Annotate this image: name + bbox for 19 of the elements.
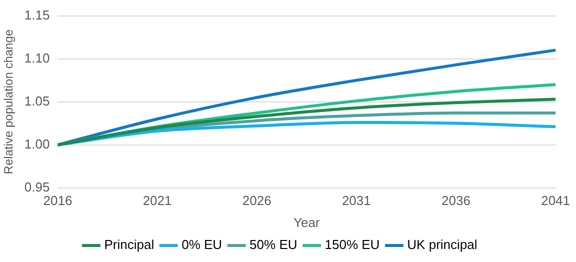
y-axis-title: Relative population change — [2, 29, 16, 174]
legend-label: 150% EU — [324, 237, 380, 252]
x-tick-label: 2026 — [242, 193, 272, 208]
x-tick-label: 2021 — [142, 193, 172, 208]
legend-label: Principal — [104, 237, 154, 252]
legend-label: UK principal — [407, 237, 478, 252]
legend-label: 50% EU — [250, 237, 298, 252]
y-tick-label: 1.10 — [24, 50, 50, 66]
x-axis-title: Year — [293, 214, 320, 230]
y-tick-label: 1.05 — [24, 93, 50, 108]
x-tick-label: 2036 — [442, 193, 470, 208]
line-series — [58, 98, 556, 146]
legend-label: 0% EU — [182, 237, 222, 252]
x-tick-label: 2031 — [342, 193, 371, 208]
y-tick-label: 1.15 — [24, 7, 50, 22]
y-tick-label: 0.95 — [24, 179, 50, 194]
y-tick-label: 1.00 — [24, 136, 50, 152]
x-tick-label: 2041 — [541, 193, 570, 208]
x-tick-label: 2016 — [43, 193, 72, 208]
